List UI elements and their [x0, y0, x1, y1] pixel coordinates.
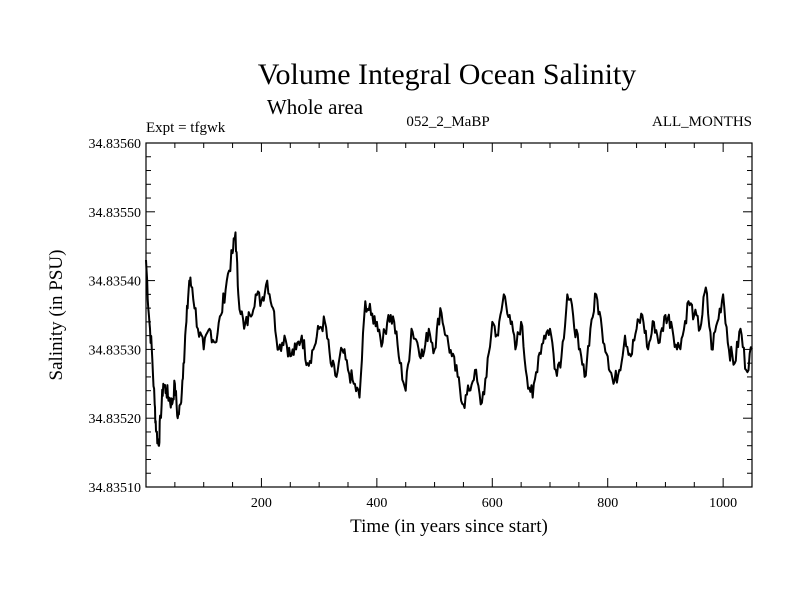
- chart-subtitle: Whole area: [267, 95, 364, 119]
- x-axis-label: Time (in years since start): [350, 516, 548, 537]
- x-tick-label: 200: [251, 496, 272, 511]
- experiment-label: Expt = tfgwk: [146, 120, 226, 136]
- plot-frame: [145, 142, 753, 488]
- y-tick-label: 34.83510: [89, 481, 142, 496]
- y-tick-label: 34.83540: [89, 275, 142, 290]
- salinity-series-line: [145, 231, 753, 447]
- y-axis-label: Salinity (in PSU): [46, 250, 67, 381]
- x-axis-ticks: 200 400 600 800 1000: [174, 143, 753, 511]
- y-tick-label: 34.83550: [89, 206, 142, 221]
- y-tick-label: 34.83530: [89, 343, 142, 358]
- x-tick-label: 1000: [709, 496, 737, 511]
- y-tick-label: 34.83560: [89, 137, 142, 152]
- y-tick-label: 34.83520: [89, 412, 142, 427]
- chart-title: Volume Integral Ocean Salinity: [258, 58, 637, 91]
- x-tick-label: 400: [366, 496, 387, 511]
- y-axis-ticks: 34.83510 34.83520 34.83530 34.83540 34.83550…: [89, 137, 752, 496]
- months-label: ALL_MONTHS: [652, 114, 752, 130]
- run-id-label: 052_2_MaBP: [406, 114, 489, 130]
- x-tick-label: 600: [482, 496, 503, 511]
- x-tick-label: 800: [597, 496, 618, 511]
